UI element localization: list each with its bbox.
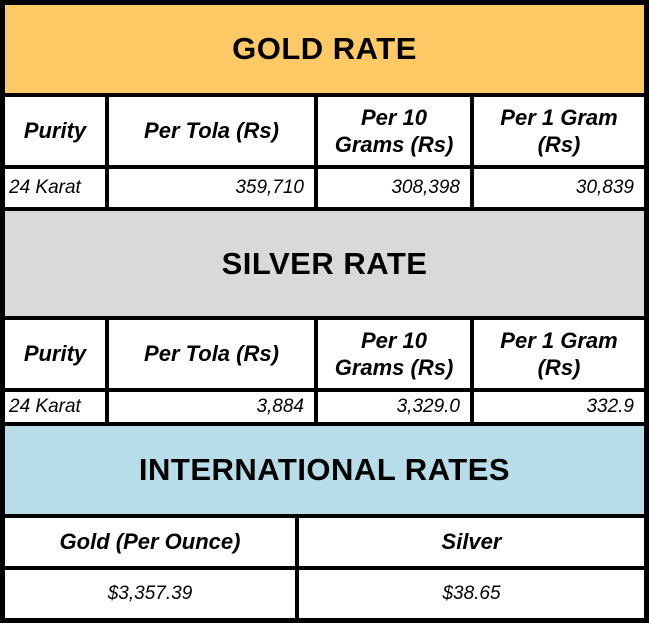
intl-silver-value: $38.65 [442, 583, 501, 604]
international-rates-banner: INTERNATIONAL RATES [5, 426, 644, 518]
gold-per-tola-value: 359,710 [109, 169, 318, 207]
silver-header-per-tola: Per Tola (Rs) [109, 320, 318, 388]
gold-header-per-10-grams: Per 10 Grams (Rs) [318, 97, 474, 165]
gold-header-per-tola: Per Tola (Rs) [109, 97, 318, 165]
international-header-row: Gold (Per Ounce) Silver [5, 518, 644, 570]
intl-header-gold-per-ounce: Gold (Per Ounce) [5, 518, 299, 566]
gold-rate-title: GOLD RATE [232, 31, 417, 66]
gold-rate-banner: GOLD RATE [5, 5, 644, 97]
gold-per-10-grams-value: 308,398 [318, 169, 474, 207]
gold-header-purity: Purity [5, 97, 109, 165]
international-data-row: $3,357.39 $38.65 [5, 570, 644, 618]
silver-header-row: Purity Per Tola (Rs) Per 10 Grams (Rs) P… [5, 320, 644, 392]
silver-data-row: 24 Karat 3,884 3,329.0 332.9 [5, 392, 644, 426]
gold-header-row: Purity Per Tola (Rs) Per 10 Grams (Rs) P… [5, 97, 644, 169]
silver-per-tola-value: 3,884 [109, 392, 318, 422]
gold-data-row: 24 Karat 359,710 308,398 30,839 [5, 169, 644, 211]
silver-per-10-grams-value: 3,329.0 [318, 392, 474, 422]
international-rates-title: INTERNATIONAL RATES [138, 452, 511, 487]
silver-header-per-10-grams: Per 10 Grams (Rs) [318, 320, 474, 388]
silver-rate-banner: SILVER RATE [5, 211, 644, 320]
silver-header-purity: Purity [5, 320, 109, 388]
intl-header-silver: Silver [441, 529, 502, 555]
silver-purity-cell: 24 Karat [5, 392, 109, 422]
silver-header-per-1-gram: Per 1 Gram (Rs) [500, 327, 618, 381]
silver-rate-title: SILVER RATE [221, 245, 428, 281]
intl-gold-value: $3,357.39 [5, 570, 299, 618]
silver-per-1-gram-value: 332.9 [586, 396, 634, 417]
gold-header-per-1-gram: Per 1 Gram (Rs) [500, 104, 618, 158]
gold-per-1-gram-value: 30,839 [575, 177, 634, 198]
gold-purity-cell: 24 Karat [5, 169, 109, 207]
